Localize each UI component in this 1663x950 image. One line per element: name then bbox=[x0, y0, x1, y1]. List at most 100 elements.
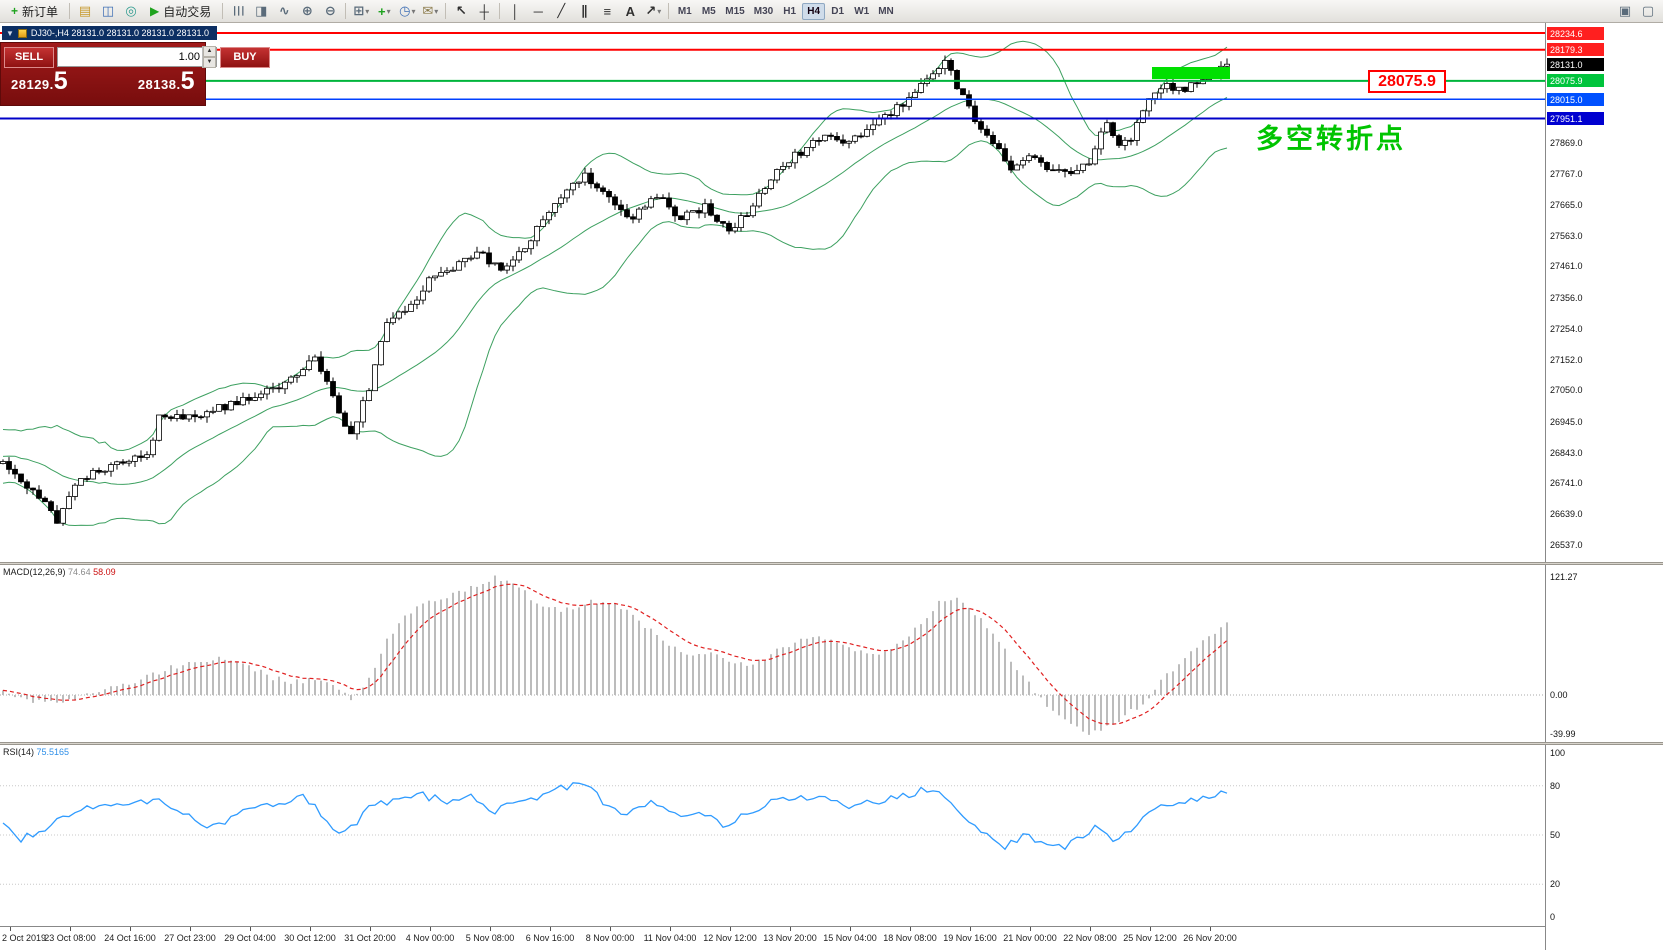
macd-panel[interactable]: MACD(12,26,9) 74.64 58.09 bbox=[0, 565, 1545, 742]
time-axis-tick bbox=[850, 927, 851, 931]
time-axis-label: 11 Nov 04:00 bbox=[643, 933, 697, 943]
panel-splitter-1[interactable] bbox=[0, 562, 1663, 565]
price-axis-tick: 27461.0 bbox=[1550, 261, 1583, 271]
timeframe-h4[interactable]: H4 bbox=[802, 2, 826, 20]
rsi-chart[interactable] bbox=[0, 745, 1545, 926]
time-axis-label: 6 Nov 16:00 bbox=[525, 933, 575, 943]
price-axis-tick: 26843.0 bbox=[1550, 448, 1583, 458]
price-axis-tick: 27767.0 bbox=[1550, 169, 1583, 179]
macd-histogram bbox=[2, 575, 1228, 735]
time-axis-tick bbox=[730, 927, 731, 931]
price-tag-label[interactable]: 28075.9 bbox=[1368, 70, 1446, 93]
time-axis-label: 15 Nov 04:00 bbox=[823, 933, 877, 943]
channel-icon[interactable]: ∥ bbox=[581, 3, 588, 18]
timeframe-m5[interactable]: M5 bbox=[701, 5, 716, 17]
symbol-info-bar: ▼ DJ30-,H4 28131.0 28131.0 28131.0 28131… bbox=[2, 26, 218, 40]
price-axis-tick: 27869.0 bbox=[1550, 138, 1583, 148]
time-axis-label: 19 Nov 16:00 bbox=[943, 933, 997, 943]
line-chart-icon[interactable]: ∿ bbox=[278, 3, 290, 18]
highlight-zone[interactable] bbox=[1152, 67, 1230, 80]
spin-down-icon[interactable]: ▼ bbox=[203, 57, 216, 68]
toolbar-separator bbox=[668, 3, 670, 19]
time-axis-tick bbox=[670, 927, 671, 931]
price-axis-tick: 26537.0 bbox=[1550, 540, 1583, 550]
price-axis-box: 28234.6 bbox=[1547, 27, 1604, 40]
crosshair-icon[interactable]: ┼ bbox=[479, 3, 489, 19]
spin-up-icon[interactable]: ▲ bbox=[203, 46, 216, 57]
macd-chart[interactable] bbox=[0, 565, 1545, 742]
time-axis[interactable]: 2 Oct 2019 23 Oct 08:00 24 Oct 16:00 27 Oct… bbox=[0, 926, 1545, 950]
buy-button[interactable]: BUY bbox=[220, 46, 270, 68]
periods-icon[interactable]: ◷ ▾ bbox=[399, 3, 416, 18]
timeframe-mn[interactable]: MN bbox=[878, 5, 894, 17]
zoom-in-icon[interactable]: ⊕ bbox=[301, 3, 313, 18]
horizontal-line-icon[interactable]: ─ bbox=[533, 3, 543, 19]
rsi-axis-tick: 80 bbox=[1550, 781, 1561, 791]
time-axis-label: 5 Nov 08:00 bbox=[465, 933, 515, 943]
toolbar-separator bbox=[499, 3, 501, 19]
time-axis-tick bbox=[1090, 927, 1091, 931]
collapse-panel-icon[interactable]: ▼ bbox=[6, 28, 14, 38]
chart-area[interactable]: ▼ DJ30-,H4 28131.0 28131.0 28131.0 28131… bbox=[0, 23, 1545, 562]
text-icon[interactable]: A bbox=[625, 3, 635, 19]
chart-annotation-text[interactable]: 多空转折点 bbox=[1256, 124, 1406, 154]
sell-button[interactable]: SELL bbox=[4, 46, 54, 68]
zoom-out-icon[interactable]: ⊖ bbox=[324, 3, 336, 18]
time-axis-tick bbox=[970, 927, 971, 931]
volume-input[interactable] bbox=[58, 51, 202, 63]
market-watch-icon[interactable]: ◫ bbox=[101, 3, 115, 18]
timeframe-d1[interactable]: D1 bbox=[831, 5, 845, 17]
bollinger-upper bbox=[2, 40, 1228, 452]
price-axis-tick: 27254.0 bbox=[1550, 324, 1583, 334]
vertical-line-icon[interactable]: │ bbox=[511, 3, 520, 19]
tile-windows-icon[interactable]: ▣ bbox=[1618, 3, 1632, 18]
new-order-button[interactable]: + 新订单 bbox=[11, 4, 59, 19]
time-axis-label: 13 Nov 20:00 bbox=[763, 933, 817, 943]
candles-group bbox=[0, 60, 1230, 524]
rsi-panel[interactable]: RSI(14) 75.5165 bbox=[0, 745, 1545, 926]
cursor-icon[interactable]: ↖ bbox=[455, 3, 467, 18]
time-axis-label: 4 Nov 00:00 bbox=[405, 933, 455, 943]
time-axis-tick bbox=[610, 927, 611, 931]
timeframe-m15[interactable]: M15 bbox=[725, 5, 745, 17]
indicators-icon[interactable]: + ▾ bbox=[377, 3, 391, 19]
timeframe-w1[interactable]: W1 bbox=[854, 5, 870, 17]
time-axis-tick bbox=[1030, 927, 1031, 931]
timeframe-m30[interactable]: M30 bbox=[753, 5, 774, 17]
one-click-trading-panel: SELL ▲▼ BUY 28129.5 28138.5 bbox=[0, 42, 270, 106]
price-axis-box: 27951.1 bbox=[1547, 112, 1604, 125]
time-axis-label: 26 Nov 20:00 bbox=[1183, 933, 1237, 943]
time-axis-tick bbox=[250, 927, 251, 931]
time-axis-tick bbox=[310, 927, 311, 931]
main-chart[interactable] bbox=[0, 23, 1545, 562]
price-axis[interactable]: 28234.6 28179.3 28131.0 28075.9 28015.0 27951… bbox=[1545, 23, 1663, 950]
cascade-windows-icon[interactable]: ▢ bbox=[1641, 3, 1655, 18]
bollinger-middle bbox=[2, 97, 1228, 485]
auto-trading-button[interactable]: ▶ 自动交易 bbox=[150, 4, 212, 19]
toolbar-separator bbox=[345, 3, 347, 19]
bar-chart-icon[interactable]: ☰ bbox=[231, 5, 247, 17]
time-axis-label: 30 Oct 12:00 bbox=[284, 933, 336, 943]
time-axis-label: 12 Nov 12:00 bbox=[703, 933, 757, 943]
panel-splitter-2[interactable] bbox=[0, 742, 1663, 745]
candlestick-icon[interactable]: ◨ bbox=[255, 3, 268, 18]
fibonacci-icon[interactable]: ≡ bbox=[603, 3, 612, 19]
macd-axis-tick: -39.99 bbox=[1550, 729, 1576, 739]
time-axis-label: 29 Oct 04:00 bbox=[224, 933, 276, 943]
navigator-icon[interactable]: ◎ bbox=[125, 3, 137, 18]
time-axis-tick bbox=[70, 927, 71, 931]
time-axis-label: 8 Nov 00:00 bbox=[585, 933, 635, 943]
timeframe-h1[interactable]: H1 bbox=[783, 5, 797, 17]
profiles-icon[interactable]: ▤ bbox=[78, 3, 92, 18]
templates-icon[interactable]: ✉ ▾ bbox=[422, 3, 439, 18]
volume-stepper[interactable]: ▲▼ bbox=[57, 46, 217, 68]
rsi-label: RSI(14) 75.5165 bbox=[3, 747, 70, 757]
new-chart-icon[interactable]: ⊞ ▾ bbox=[353, 3, 370, 18]
rsi-axis-tick: 0 bbox=[1550, 912, 1556, 922]
trendline-icon[interactable]: ╱ bbox=[557, 3, 566, 18]
timeframe-m1[interactable]: M1 bbox=[677, 5, 692, 17]
volume-spinner[interactable]: ▲ ▼ bbox=[202, 46, 216, 68]
price-axis-box: 28015.0 bbox=[1547, 93, 1604, 106]
arrows-icon[interactable]: ↗ ▾ bbox=[645, 3, 662, 18]
time-axis-tick bbox=[190, 927, 191, 931]
